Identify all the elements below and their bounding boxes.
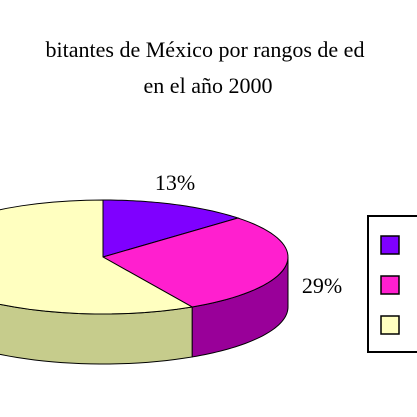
chart-title: en el año 2000 xyxy=(144,73,273,98)
pie-slice xyxy=(0,199,194,315)
pie-slice xyxy=(101,217,289,308)
data-label: 29% xyxy=(302,273,342,298)
chart-title: bitantes de México por rangos de ed xyxy=(46,37,365,62)
legend-swatch xyxy=(380,275,400,295)
pie-slice xyxy=(102,199,240,258)
legend-swatch xyxy=(380,235,400,255)
legend-swatch xyxy=(380,315,400,335)
data-label: 13% xyxy=(155,170,195,195)
pie xyxy=(0,199,289,365)
